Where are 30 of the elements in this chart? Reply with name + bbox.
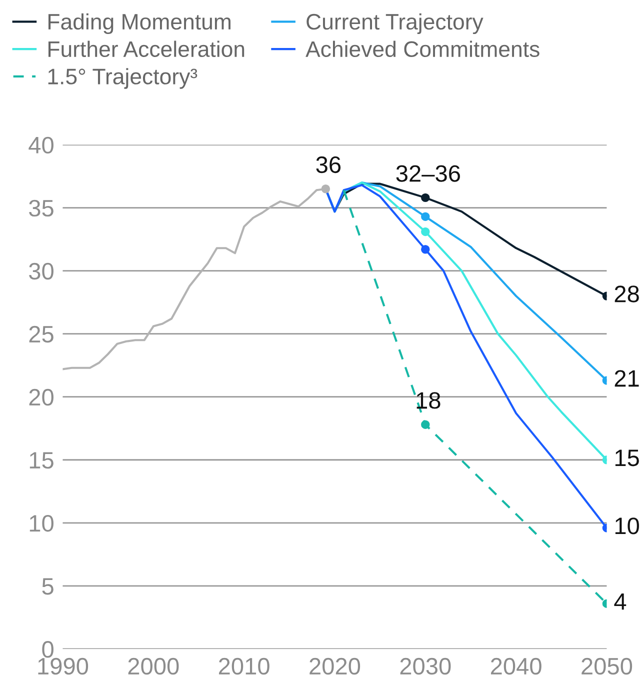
annotation: 36 xyxy=(316,156,341,174)
y-tick-label: 20 xyxy=(29,388,54,406)
legend-label: Current Trajectory xyxy=(306,13,484,34)
annotation: 15 xyxy=(615,450,639,466)
legend-label: Fading Momentum xyxy=(48,13,230,34)
y-tick-label: 0 xyxy=(42,641,54,658)
x-tick-label: 2030 xyxy=(400,658,451,675)
annotation: 32–36 xyxy=(396,165,460,182)
annotation: 18 xyxy=(416,392,440,409)
y-tick-label: 40 xyxy=(28,136,54,154)
annotation: 21 xyxy=(614,370,639,387)
legend-label: Achieved Commitments xyxy=(306,40,540,58)
y-tick-label: 10 xyxy=(30,514,54,532)
annotation: 10 xyxy=(615,518,640,534)
legend-label: 1.5° Trajectory³ xyxy=(48,68,198,89)
x-tick-label: 2000 xyxy=(128,658,179,675)
y-tick-label: 5 xyxy=(42,578,54,595)
y-tick-label: 35 xyxy=(29,200,54,217)
y-tick-label: 25 xyxy=(29,326,54,343)
y-tick-label: 15 xyxy=(30,452,54,469)
y-tick-label: 30 xyxy=(29,262,54,280)
point xyxy=(321,184,330,194)
x-tick-label: 2020 xyxy=(310,658,360,675)
x-tick-label: 2010 xyxy=(218,658,270,675)
x-tick-label: 1990 xyxy=(38,658,88,675)
annotation: 4 xyxy=(614,593,626,610)
x-tick-label: 2040 xyxy=(490,658,542,675)
legend-label: Further Acceleration xyxy=(48,40,244,58)
annotation: 28 xyxy=(614,286,639,302)
x-tick-label: 2050 xyxy=(582,658,632,675)
